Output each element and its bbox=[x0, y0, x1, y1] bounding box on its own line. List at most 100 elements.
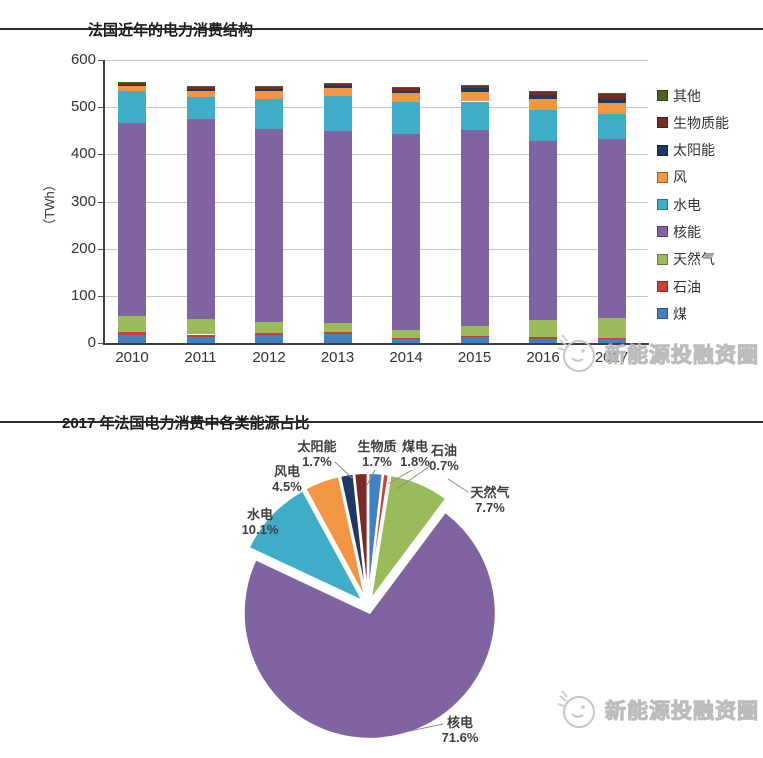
bar-segment bbox=[186, 319, 215, 335]
bar-segment bbox=[392, 90, 420, 94]
pie-label-leader-line bbox=[366, 469, 376, 486]
bar-segment bbox=[529, 99, 557, 110]
bar-segment bbox=[460, 84, 489, 89]
bar-segment bbox=[118, 122, 146, 317]
x-tick-label: 2013 bbox=[320, 349, 355, 366]
watermark: 新能源投融资圈 bbox=[556, 688, 759, 732]
bar-segment bbox=[529, 95, 557, 100]
bar-segment bbox=[392, 93, 420, 102]
gridline bbox=[104, 295, 648, 297]
y-axis-title: （TWh） bbox=[42, 178, 57, 232]
bar-segment bbox=[255, 128, 283, 322]
watermark-text: 新能源投融资圈 bbox=[605, 700, 759, 724]
x-tick-label: 2010 bbox=[115, 349, 149, 366]
bar-segment bbox=[392, 87, 420, 91]
legend-item: 核能 bbox=[657, 224, 729, 240]
watermark-text: 新能源投融资圈 bbox=[605, 344, 759, 368]
legend-swatch bbox=[657, 199, 668, 211]
y-axis-tick bbox=[98, 60, 104, 61]
bar-segment bbox=[255, 334, 283, 343]
bar-segment bbox=[255, 88, 283, 91]
bar-segment bbox=[255, 333, 283, 335]
gridline bbox=[104, 201, 648, 203]
bar-segment bbox=[597, 98, 626, 104]
bar-segment bbox=[460, 326, 489, 336]
bar-segment bbox=[597, 139, 626, 319]
legend-item: 太阳能 bbox=[657, 142, 729, 158]
bar-segment bbox=[323, 333, 352, 343]
legend-swatch bbox=[657, 171, 668, 183]
bar-segment bbox=[460, 337, 489, 343]
bar-chart-title: 法国近年的电力消费结构 bbox=[88, 22, 254, 40]
bar-segment bbox=[460, 130, 489, 326]
gridline bbox=[104, 248, 648, 250]
legend-label: 石油 bbox=[673, 278, 701, 295]
divider-line bbox=[0, 28, 763, 30]
bar-segment bbox=[597, 103, 626, 114]
legend-label: 天然气 bbox=[673, 251, 715, 268]
gridline bbox=[104, 154, 648, 156]
bar-segment bbox=[118, 331, 146, 335]
pie-label-leader-line bbox=[447, 478, 469, 493]
bar-segment bbox=[118, 85, 146, 91]
bar-segment bbox=[392, 339, 420, 343]
bar-segment bbox=[323, 87, 352, 96]
bar-segment bbox=[118, 334, 146, 343]
legend-swatch bbox=[657, 144, 668, 156]
legend-item: 水电 bbox=[657, 196, 729, 213]
pie-slice bbox=[367, 472, 390, 601]
bar-segment bbox=[392, 337, 420, 340]
bar-segment bbox=[529, 338, 557, 343]
bar-segment bbox=[597, 93, 626, 99]
pie-label-leader-line bbox=[334, 461, 353, 479]
bar-segment bbox=[118, 90, 146, 123]
bar-segment bbox=[186, 89, 215, 91]
legend-swatch bbox=[657, 281, 668, 293]
legend-label: 水电 bbox=[673, 196, 701, 213]
bar-segment bbox=[460, 335, 489, 338]
y-axis-tick bbox=[98, 343, 104, 344]
divider-line bbox=[0, 421, 763, 423]
bar-segment bbox=[255, 86, 283, 89]
y-tick-label: 500 bbox=[70, 98, 96, 116]
y-axis-tick bbox=[98, 107, 104, 109]
x-tick-label: 2014 bbox=[389, 349, 423, 366]
bar-segment bbox=[186, 336, 215, 343]
pie-label-leader-line bbox=[409, 723, 444, 732]
bar-segment bbox=[460, 88, 489, 92]
bar-segment bbox=[186, 86, 215, 88]
legend-item: 石油 bbox=[657, 278, 729, 295]
y-tick-label: 600 bbox=[70, 51, 96, 68]
bar-segment bbox=[255, 90, 283, 99]
legend-item: 生物质能 bbox=[657, 114, 729, 131]
legend-swatch bbox=[657, 308, 668, 320]
legend-swatch bbox=[657, 226, 668, 238]
y-axis-tick bbox=[98, 154, 104, 156]
bar-segment bbox=[529, 337, 557, 339]
bar-segment bbox=[460, 91, 489, 102]
bar-segment bbox=[323, 83, 352, 86]
x-tick-label: 2015 bbox=[457, 349, 492, 366]
gridline bbox=[104, 60, 648, 61]
bar-segment bbox=[323, 95, 352, 131]
legend-label: 生物质能 bbox=[673, 114, 729, 131]
pie-label-leader-line bbox=[387, 469, 413, 485]
bar-segment bbox=[529, 141, 557, 321]
x-tick-label: 2011 bbox=[184, 349, 217, 366]
bar-segment bbox=[186, 119, 215, 320]
watermark: 新能源投融资圈 bbox=[556, 332, 759, 376]
pie-slice bbox=[353, 471, 369, 600]
watermark-logo-icon bbox=[557, 334, 595, 372]
bar-segment bbox=[186, 334, 215, 337]
bar-segment bbox=[186, 90, 215, 98]
legend-label: 煤 bbox=[673, 305, 687, 322]
legend-label: 风 bbox=[673, 169, 687, 186]
pie-slice bbox=[304, 475, 367, 601]
y-axis-tick bbox=[98, 201, 104, 203]
bar-segment bbox=[323, 130, 352, 323]
pie-slice bbox=[242, 510, 497, 740]
x-tick-label: 2012 bbox=[252, 349, 286, 366]
bar-segment bbox=[597, 113, 626, 140]
pie-chart-title: 2017 年法国电力消费中各类能源占比 bbox=[62, 415, 310, 433]
legend-item: 天然气 bbox=[657, 251, 729, 268]
